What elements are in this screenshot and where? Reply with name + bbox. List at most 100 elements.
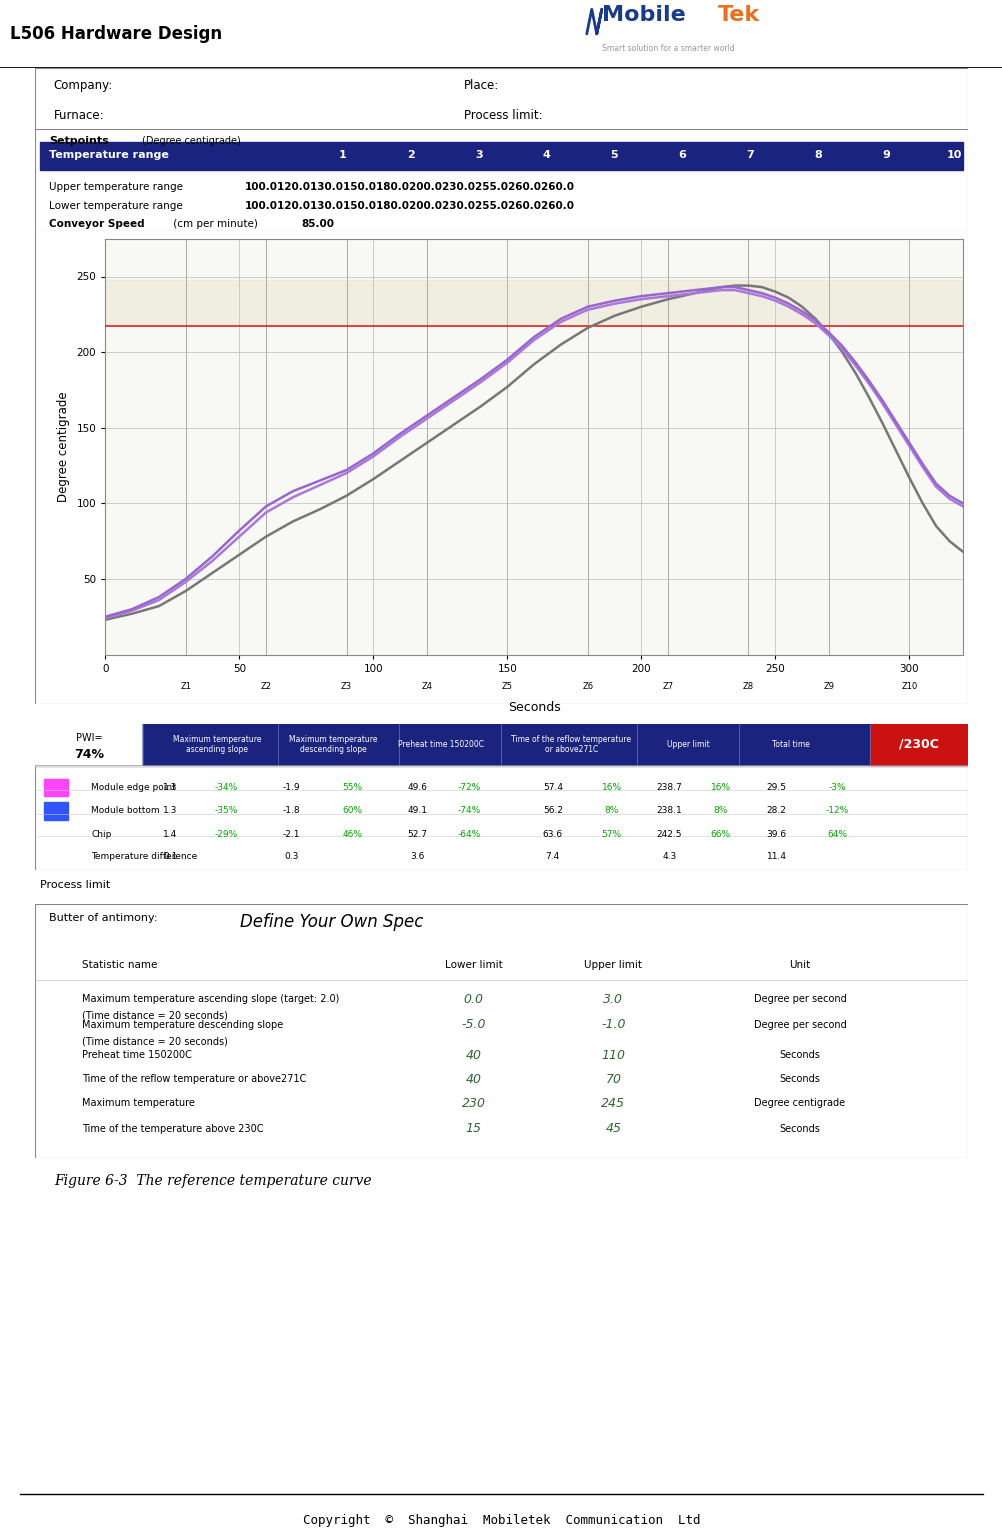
- Text: Z5: Z5: [501, 682, 512, 691]
- Text: 6: 6: [677, 151, 685, 160]
- Text: 0.0: 0.0: [463, 993, 483, 1006]
- Text: -64%: -64%: [457, 830, 480, 839]
- Text: 66%: 66%: [710, 830, 730, 839]
- Bar: [35, 724, 142, 765]
- Text: 40: 40: [465, 1049, 481, 1061]
- Text: -1.0: -1.0: [600, 1018, 625, 1032]
- Text: 5: 5: [610, 151, 617, 160]
- Text: 0.3: 0.3: [285, 852, 299, 861]
- Text: Copyright  ©  Shanghai  Mobiletek  Communication  Ltd: Copyright © Shanghai Mobiletek Communica…: [303, 1514, 699, 1528]
- Text: /230C: /230C: [898, 738, 938, 752]
- Text: (Time distance = 20 seconds): (Time distance = 20 seconds): [82, 1010, 227, 1021]
- Text: -12%: -12%: [825, 807, 848, 815]
- Text: Degree per second: Degree per second: [753, 995, 846, 1004]
- Text: PWI=: PWI=: [76, 733, 102, 744]
- Text: Tek: Tek: [717, 6, 760, 25]
- Text: Process limit: Process limit: [40, 881, 110, 890]
- Text: Z1: Z1: [180, 682, 191, 691]
- Text: 238.7: 238.7: [656, 782, 681, 792]
- Text: Company:: Company:: [54, 79, 113, 91]
- Text: Place:: Place:: [464, 79, 499, 91]
- Text: Butter of antimony:: Butter of antimony:: [49, 913, 157, 922]
- Text: 11.4: 11.4: [766, 852, 786, 861]
- Text: 1.4: 1.4: [163, 830, 177, 839]
- Text: Maximum temperature: Maximum temperature: [82, 1098, 194, 1109]
- Text: 85.00: 85.00: [301, 219, 334, 229]
- Text: Conveyor Speed: Conveyor Speed: [49, 219, 144, 229]
- Text: 74%: 74%: [74, 748, 104, 761]
- Text: -5.0: -5.0: [461, 1018, 485, 1032]
- Bar: [105, 280, 962, 325]
- Text: Unit: Unit: [789, 959, 810, 970]
- Text: 7.4: 7.4: [545, 852, 559, 861]
- Text: 7: 7: [745, 151, 754, 160]
- Text: 16%: 16%: [601, 782, 621, 792]
- Text: Maximum temperature
ascending slope: Maximum temperature ascending slope: [172, 735, 261, 755]
- Bar: [44, 802, 68, 819]
- Text: Upper temperature range: Upper temperature range: [49, 182, 186, 192]
- Text: 10: 10: [945, 151, 961, 160]
- Text: Chip: Chip: [91, 830, 111, 839]
- Text: (Degree centigrade): (Degree centigrade): [142, 137, 240, 146]
- Text: 52.7: 52.7: [407, 830, 427, 839]
- Text: Preheat time 150200C: Preheat time 150200C: [82, 1050, 191, 1060]
- Text: Z2: Z2: [261, 682, 272, 691]
- Text: -72%: -72%: [457, 782, 480, 792]
- Text: -29%: -29%: [214, 830, 237, 839]
- Text: 8%: 8%: [604, 807, 618, 815]
- Bar: [869, 724, 967, 765]
- Text: Seconds: Seconds: [779, 1050, 820, 1060]
- Text: Temperature difference: Temperature difference: [91, 852, 197, 861]
- Text: -74%: -74%: [457, 807, 480, 815]
- Text: 29.5: 29.5: [766, 782, 786, 792]
- Text: Temperature range: Temperature range: [49, 151, 168, 160]
- Text: Maximum temperature
descending slope: Maximum temperature descending slope: [289, 735, 378, 755]
- Text: Figure 6-3  The reference temperature curve: Figure 6-3 The reference temperature cur…: [54, 1173, 371, 1189]
- Text: Lower temperature range: Lower temperature range: [49, 200, 186, 211]
- Text: 245: 245: [601, 1096, 625, 1110]
- Bar: [44, 779, 68, 796]
- Text: 3: 3: [474, 151, 482, 160]
- Text: Total time: Total time: [771, 739, 809, 748]
- Text: 56.2: 56.2: [542, 807, 562, 815]
- Text: Setpoints: Setpoints: [49, 137, 109, 146]
- Text: Z7: Z7: [662, 682, 673, 691]
- Text: 28.2: 28.2: [766, 807, 786, 815]
- Text: 16%: 16%: [710, 782, 730, 792]
- Text: 49.1: 49.1: [407, 807, 427, 815]
- Text: Upper limit: Upper limit: [584, 959, 642, 970]
- Text: Seconds: Seconds: [779, 1124, 820, 1133]
- Text: Z4: Z4: [421, 682, 432, 691]
- Bar: [35, 724, 967, 765]
- Text: Lower limit: Lower limit: [444, 959, 502, 970]
- Text: 1.3: 1.3: [163, 807, 177, 815]
- Text: -1.9: -1.9: [283, 782, 301, 792]
- Text: Mobile: Mobile: [601, 6, 684, 25]
- Text: Preheat time 150200C: Preheat time 150200C: [398, 739, 483, 748]
- Text: 15: 15: [465, 1123, 481, 1135]
- Text: (Time distance = 20 seconds): (Time distance = 20 seconds): [82, 1036, 227, 1046]
- Text: 63.6: 63.6: [542, 830, 562, 839]
- Text: Upper limit: Upper limit: [666, 739, 708, 748]
- Text: L506 Hardware Design: L506 Hardware Design: [10, 25, 221, 43]
- Text: 39.6: 39.6: [766, 830, 786, 839]
- Text: 3.6: 3.6: [410, 852, 424, 861]
- Text: Module bottom: Module bottom: [91, 807, 159, 815]
- Text: 238.1: 238.1: [656, 807, 681, 815]
- Text: -34%: -34%: [214, 782, 237, 792]
- Text: 57.4: 57.4: [542, 782, 562, 792]
- Text: 55%: 55%: [342, 782, 362, 792]
- Text: -1.8: -1.8: [283, 807, 301, 815]
- Text: 100.0120.0130.0150.0180.0200.0230.0255.0260.0260.0: 100.0120.0130.0150.0180.0200.0230.0255.0…: [244, 200, 574, 211]
- Bar: [40, 142, 962, 169]
- Text: Degree per second: Degree per second: [753, 1019, 846, 1030]
- Text: 4.3: 4.3: [661, 852, 676, 861]
- Text: 1.3: 1.3: [163, 782, 177, 792]
- Text: Maximum temperature descending slope: Maximum temperature descending slope: [82, 1019, 283, 1030]
- Text: Z6: Z6: [581, 682, 592, 691]
- Text: 4: 4: [542, 151, 550, 160]
- Text: 45: 45: [605, 1123, 621, 1135]
- Text: Define Your Own Spec: Define Your Own Spec: [240, 913, 423, 930]
- Text: 0.1: 0.1: [163, 852, 177, 861]
- Text: 2: 2: [407, 151, 414, 160]
